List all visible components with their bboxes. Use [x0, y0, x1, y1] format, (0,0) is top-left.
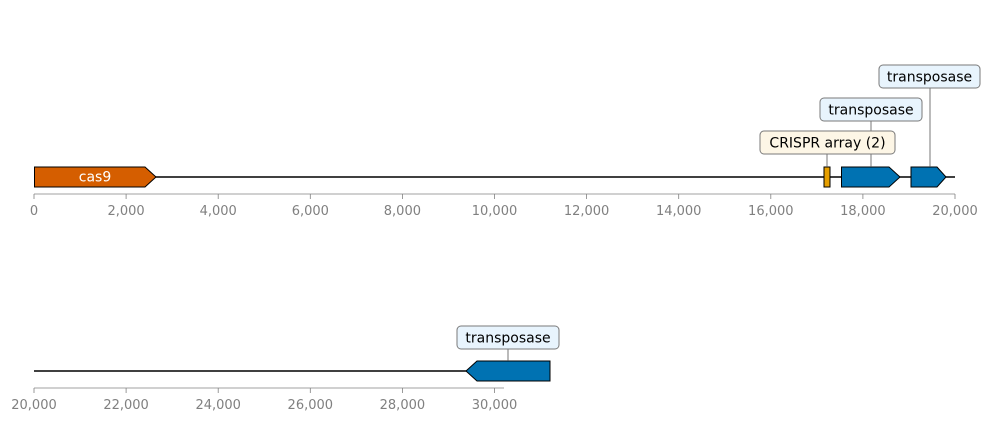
annotation-transposase-2: transposase	[878, 64, 981, 89]
tick-label: 24,000	[195, 398, 241, 413]
annotation-crispr-text: CRISPR array (2)	[769, 136, 885, 152]
annotation-transposase-3: transposase	[456, 325, 560, 350]
annotation-transposase-1: transposase	[819, 97, 923, 122]
tick-label: 6,000	[292, 204, 329, 219]
annotation-transposase-2-box	[878, 64, 981, 89]
tick-label: 26,000	[288, 398, 334, 413]
tick-label: 0	[30, 204, 38, 219]
annotation-crispr-box	[759, 130, 896, 155]
annotation-transposase-1-text: transposase	[828, 103, 913, 119]
track-2: transposase 20,000 22,000 24,000 26,000 …	[11, 325, 560, 413]
tick-label: 8,000	[384, 204, 421, 219]
tick-label: 18,000	[840, 204, 886, 219]
track-1: cas9 CRISPR array (2) transposase transp…	[30, 64, 981, 219]
tick-label: 20,000	[11, 398, 57, 413]
annotation-transposase-1-box	[819, 97, 923, 122]
tick-label: 20,000	[932, 204, 978, 219]
track-2-ticks: 20,000 22,000 24,000 26,000 28,000 30,00…	[11, 388, 517, 413]
tick-label: 16,000	[748, 204, 794, 219]
tick-label: 4,000	[200, 204, 237, 219]
annotation-transposase-3-box	[456, 325, 560, 350]
tick-label: 10,000	[472, 204, 518, 219]
annotation-crispr-array: CRISPR array (2)	[759, 130, 896, 155]
annotation-transposase-3-text: transposase	[465, 331, 550, 347]
feature-transposase-1	[841, 166, 901, 188]
annotation-transposase-2-text: transposase	[887, 70, 972, 86]
track-1-ticks: 0 2,000 4,000 6,000 8,000 10,000 12,000 …	[30, 194, 978, 219]
feature-cas9	[34, 166, 157, 188]
feature-crispr-array	[823, 166, 831, 188]
tick-label: 22,000	[103, 398, 149, 413]
tick-label: 12,000	[564, 204, 610, 219]
feature-transposase-2	[910, 166, 947, 188]
feature-cas9-label: cas9	[79, 170, 111, 186]
tick-label: 30,000	[472, 398, 518, 413]
tick-label: 28,000	[380, 398, 426, 413]
feature-transposase-3	[465, 360, 551, 382]
tick-label: 2,000	[107, 204, 144, 219]
tick-label: 14,000	[656, 204, 702, 219]
